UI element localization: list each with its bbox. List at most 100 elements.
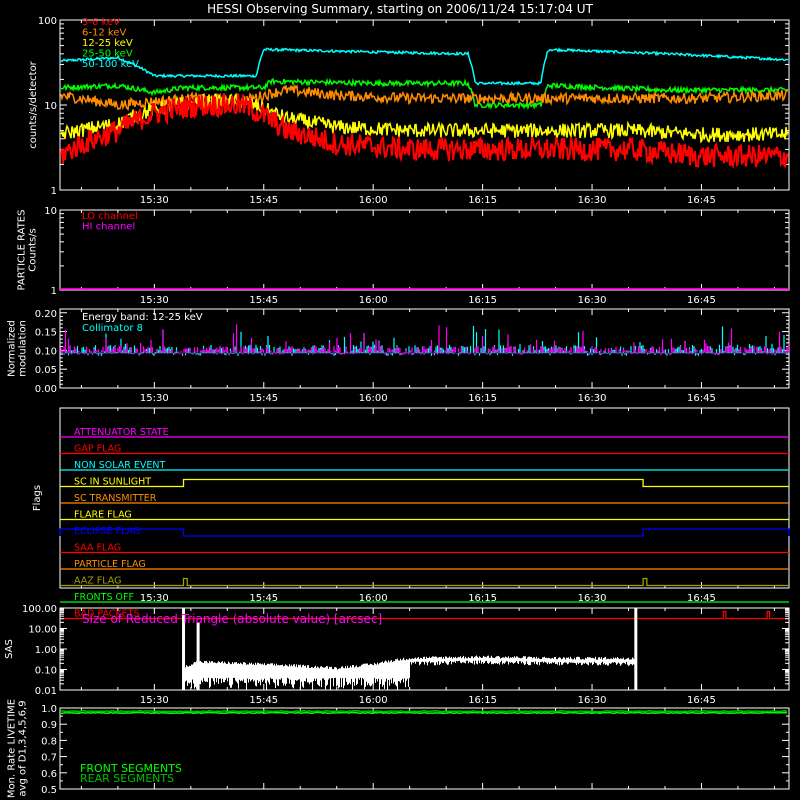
time-tick-label: 16:45 — [687, 695, 716, 706]
livetime-ylabel-line: avg of D1,3,4,5,6,9 — [18, 700, 29, 796]
time-tick-label: 16:00 — [359, 195, 388, 206]
time-tick-label: 16:30 — [578, 295, 607, 306]
time-tick-label: 16:15 — [468, 593, 497, 604]
count-series-line — [60, 83, 789, 111]
sas-series-line — [183, 655, 636, 690]
panel-frame-1 — [59, 209, 790, 291]
time-tick-label: 16:15 — [468, 695, 497, 706]
particle-ylabel-line: PARTICLE RATES — [17, 210, 28, 291]
time-tick-label: 16:45 — [687, 393, 716, 404]
livetime-ytick-label: 0.7 — [41, 753, 57, 764]
time-tick-label: 15:45 — [249, 593, 278, 604]
livetime-ylabel-line: Mon. Rate LIVETIME — [7, 699, 18, 798]
count-legend-entry: 25-50 keV — [82, 49, 133, 60]
count-ylabel: counts/s/detector — [28, 60, 39, 148]
time-tick-label: 15:30 — [140, 295, 169, 306]
count-ytick-label: 1 — [51, 186, 57, 197]
particle-ytick-label: 1 — [51, 286, 57, 297]
flag-label: NON SOLAR EVENT — [74, 460, 165, 471]
livetime-ytick-label: 0.6 — [41, 769, 57, 780]
particle-legend-entry: LO channel — [82, 211, 138, 222]
count-ytick-label: 100 — [38, 16, 57, 27]
time-tick-label: 15:45 — [249, 295, 278, 306]
flag-label: ECLIPSE FLAG — [74, 526, 140, 537]
livetime-legend-entry: REAR SEGMENTS — [80, 772, 174, 785]
livetime-ylabel: Mon. Rate LIVETIME avg of D1,3,4,5,6,9 — [7, 699, 29, 798]
time-tick-label: 16:30 — [578, 593, 607, 604]
sas-spike — [182, 608, 186, 690]
flag-label: SAA FLAG — [74, 543, 121, 554]
modulation-ylabel: Normalized modulation — [7, 320, 29, 377]
modulation-ytick-label: 0.15 — [35, 328, 57, 339]
count-legend-entry: 3-6 keV — [82, 17, 120, 28]
time-tick-label: 16:30 — [578, 393, 607, 404]
time-tick-label: 16:15 — [468, 195, 497, 206]
particle-ylabel-line: Counts/s — [28, 228, 39, 272]
time-tick-label: 15:45 — [249, 195, 278, 206]
flag-label: SC TRANSMITTER — [74, 493, 157, 504]
flag-label: SC IN SUNLIGHT — [74, 477, 151, 488]
flag-line — [60, 610, 789, 620]
flag-label: FRONTS OFF — [74, 592, 134, 603]
time-tick-label: 15:45 — [249, 393, 278, 404]
flag-label: GAP FLAG — [74, 444, 121, 455]
livetime-series-line — [60, 709, 788, 713]
panel-frame-3 — [59, 407, 790, 589]
time-tick-label: 16:45 — [687, 593, 716, 604]
flag-line — [59, 528, 790, 537]
sas-ytick-label: 0.01 — [35, 686, 57, 697]
sas-spike — [634, 608, 638, 690]
flags-ylabel: Flags — [32, 485, 43, 511]
sas-ytick-label: 0.10 — [35, 666, 57, 677]
count-legend-entry: 50-100 keV — [82, 59, 139, 70]
modulation-series-line — [60, 324, 790, 355]
livetime-legend-entry: FRONT SEGMENTS — [80, 762, 182, 775]
particle-legend-entry: HI channel — [82, 222, 135, 233]
modulation-ytick-label: 0.20 — [35, 309, 57, 320]
chart-title: HESSI Observing Summary, starting on 200… — [207, 2, 593, 16]
time-tick-label: 16:00 — [359, 593, 388, 604]
livetime-ytick-label: 0.9 — [41, 720, 57, 731]
count-series-line — [60, 77, 789, 111]
count-ytick-label: 10 — [44, 101, 57, 112]
flag-label: AAZ FLAG — [74, 576, 121, 587]
modulation-ytick-label: 0.05 — [35, 365, 57, 376]
time-tick-label: 16:30 — [578, 195, 607, 206]
flag-label: PARTICLE FLAG — [74, 559, 146, 570]
time-tick-label: 15:30 — [140, 695, 169, 706]
time-tick-label: 15:30 — [140, 593, 169, 604]
modulation-ytick-label: 0.10 — [35, 346, 57, 357]
time-tick-label: 16:00 — [359, 393, 388, 404]
livetime-ytick-label: 1.0 — [41, 704, 57, 715]
time-tick-label: 16:15 — [468, 295, 497, 306]
count-series-line — [60, 93, 789, 170]
sas-ylabel: SAS — [4, 639, 15, 659]
time-tick-label: 15:45 — [249, 695, 278, 706]
particle-ytick-label: 10 — [44, 206, 57, 217]
count-legend-entry: 12-25 keV — [82, 38, 133, 49]
flag-label: ATTENUATOR STATE — [74, 427, 169, 438]
sas-ylabel-line: SAS — [4, 639, 15, 659]
modulation-energy-band-label: Energy band: 12-25 keV — [82, 312, 203, 323]
count-series-line — [60, 47, 789, 86]
modulation-collimator-label: Collimator 8 — [82, 323, 143, 334]
flags-ylabel-line: Flags — [32, 485, 43, 511]
time-tick-label: 16:00 — [359, 295, 388, 306]
time-tick-label: 16:45 — [687, 195, 716, 206]
flag-label: FLARE FLAG — [74, 510, 132, 521]
flag-line — [60, 478, 789, 488]
sas-ytick-label: 100.00 — [22, 604, 57, 615]
time-tick-label: 15:30 — [140, 195, 169, 206]
livetime-series-line — [61, 711, 788, 715]
time-tick-label: 16:30 — [578, 695, 607, 706]
flag-label: BAD PACKETS — [74, 609, 140, 620]
time-tick-label: 15:30 — [140, 393, 169, 404]
count-legend-entry: 6-12 keV — [82, 28, 126, 39]
flag-line — [60, 577, 789, 587]
sas-annotation: Size of Reduced Triangle (absolute value… — [82, 612, 382, 626]
modulation-ylabel-line: modulation — [18, 320, 29, 377]
time-tick-label: 16:00 — [359, 695, 388, 706]
modulation-ytick-label: 0.00 — [35, 384, 57, 395]
count-ylabel-line: counts/s/detector — [28, 60, 39, 148]
